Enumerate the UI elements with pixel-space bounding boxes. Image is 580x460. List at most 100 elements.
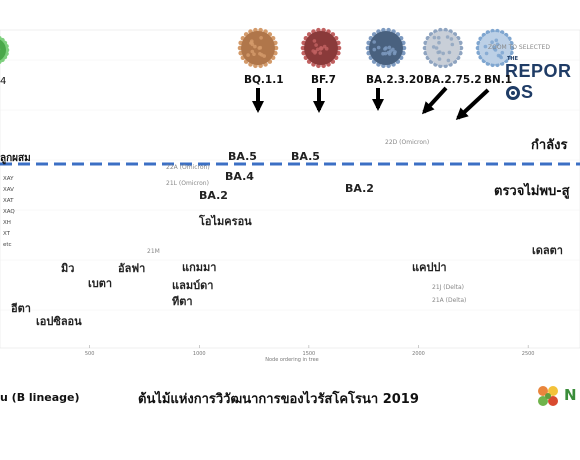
recombinant-item: XT xyxy=(3,231,11,237)
arrow-head xyxy=(421,101,435,115)
clade-label: 21J (Delta) xyxy=(432,284,465,291)
arrow-head xyxy=(252,101,264,113)
virus-bf7-icon xyxy=(300,27,342,69)
virus-spike xyxy=(436,50,441,55)
virus-spike xyxy=(498,54,502,58)
recombinant-item: XH xyxy=(3,220,11,226)
recombinant-item: XAT xyxy=(3,198,14,204)
label-mu: มิว xyxy=(61,262,75,275)
recombinant-item: etc xyxy=(3,242,12,248)
virus-spike xyxy=(431,45,436,49)
arrow-bq11 xyxy=(252,88,264,113)
virus-spike xyxy=(447,50,452,55)
footer-left: u (B lineage) xyxy=(0,391,80,404)
arrow-head xyxy=(372,99,384,111)
x-tick-label: 2000 xyxy=(412,351,425,357)
virus-label-ba2320: BA.2.3.20 xyxy=(366,74,424,86)
label-ba2-left: BA.2 xyxy=(199,189,228,202)
clade-label: 22D (Omicron) xyxy=(385,139,430,146)
clade-label: 21L (Omicron) xyxy=(166,180,209,187)
x-axis-title: Node ordering in tree xyxy=(265,357,319,363)
clade-label: 21A (Delta) xyxy=(432,297,467,304)
virus-body xyxy=(0,39,6,61)
virus-label-bq11: BQ.1.1 xyxy=(244,74,284,86)
footer-right: N xyxy=(564,386,577,404)
virus-spike xyxy=(316,47,320,52)
virus-ba2320-icon xyxy=(365,27,407,69)
brand-name: REPOR S xyxy=(505,61,580,103)
recombinant-item: XAV xyxy=(3,187,14,193)
label-beta: เบตา xyxy=(88,277,113,290)
label-ba4: BA.4 xyxy=(225,170,254,183)
virus-spike xyxy=(449,37,454,41)
phylogeny-plot: 500 1000 1500 2000 2500 Node ordering in tree xyxy=(0,27,580,363)
top-left-fragment: 4 xyxy=(0,76,7,87)
label-epsilon: เอปซิลอน xyxy=(36,315,82,328)
virus-spike xyxy=(372,40,377,44)
logo-icon xyxy=(535,383,561,409)
arrow-bn1 xyxy=(455,88,490,121)
virus-spike xyxy=(259,36,263,40)
virus-spike xyxy=(250,49,255,54)
virus-partial-icon xyxy=(0,35,10,65)
recombinant-list: XAY XAV XAT XAQ XH XT etc xyxy=(3,174,15,251)
label-omicron: โอไมครอน xyxy=(199,215,252,228)
x-tick-label: 2500 xyxy=(522,351,535,357)
virus-spike xyxy=(319,46,323,50)
figure-caption: ต้นไม้แห่งการวิวัฒนาการของไวรัสโคโรนา 20… xyxy=(138,392,419,407)
virus-spike xyxy=(372,47,377,52)
arrow-head xyxy=(313,101,325,113)
virus-spike xyxy=(318,51,323,55)
arrow-head xyxy=(455,107,469,121)
virus-spike xyxy=(260,53,264,57)
plot-frame xyxy=(0,29,580,349)
virus-spike xyxy=(246,53,250,57)
label-ba2-mid: BA.2 xyxy=(345,182,374,195)
virus-spike xyxy=(322,44,327,49)
label-theta: ทีตา xyxy=(172,295,193,308)
virus-spike xyxy=(313,51,317,55)
virus-bq11-icon xyxy=(237,27,279,69)
virus-label-bn1: BN.1 xyxy=(484,74,513,86)
virus-spike xyxy=(436,35,441,40)
recombinant-item: XAY xyxy=(3,176,14,182)
virus-spike xyxy=(253,44,257,49)
threshold-label-above: กำลังร xyxy=(531,138,568,153)
label-ba5-right: BA.5 xyxy=(291,150,320,163)
clade-label: 22A (Omicron) xyxy=(166,164,210,171)
virus-spike xyxy=(494,38,499,43)
label-ba5-left: BA.5 xyxy=(228,150,257,163)
arrow-ba2320 xyxy=(372,88,384,111)
virus-spike xyxy=(445,35,450,39)
label-lambda: แลมบ์ดา xyxy=(172,279,214,292)
virus-spike xyxy=(441,51,446,56)
clade-label: 21M xyxy=(147,248,160,255)
arrow-bf7 xyxy=(313,88,325,113)
virus-spike xyxy=(484,51,489,56)
brand-the: THE xyxy=(507,56,519,62)
virus-spike xyxy=(0,59,2,65)
brand-name-end: S xyxy=(521,82,534,102)
threshold-label-below: ตรวจไม่พบ-สู xyxy=(494,184,570,199)
x-tick-label: 1500 xyxy=(303,351,316,357)
virus-spike xyxy=(389,49,393,53)
recombinant-label: ลูกผสม xyxy=(0,153,31,164)
virus-label-bf7: BF.7 xyxy=(311,74,336,86)
virus-spike xyxy=(495,42,500,47)
x-tick-label: 500 xyxy=(85,351,95,357)
virus-spike xyxy=(490,40,494,44)
virus-ba2752-icon xyxy=(422,27,464,69)
recombinant-item: XAQ xyxy=(3,209,15,215)
label-iota: อีตา xyxy=(11,302,31,315)
x-tick-label: 1000 xyxy=(193,351,206,357)
arrow-ba2752 xyxy=(421,86,448,115)
virus-spike xyxy=(500,50,505,55)
brand-ring-icon xyxy=(506,86,520,100)
virus-spike xyxy=(432,35,437,40)
zoom-hint[interactable]: ZOOM TO SELECTED xyxy=(488,44,550,51)
virus-spike xyxy=(450,42,455,47)
virus-spike xyxy=(312,39,317,43)
virus-bn1-icon xyxy=(475,28,515,68)
virus-spike xyxy=(393,50,397,54)
virus-spike xyxy=(383,51,388,56)
